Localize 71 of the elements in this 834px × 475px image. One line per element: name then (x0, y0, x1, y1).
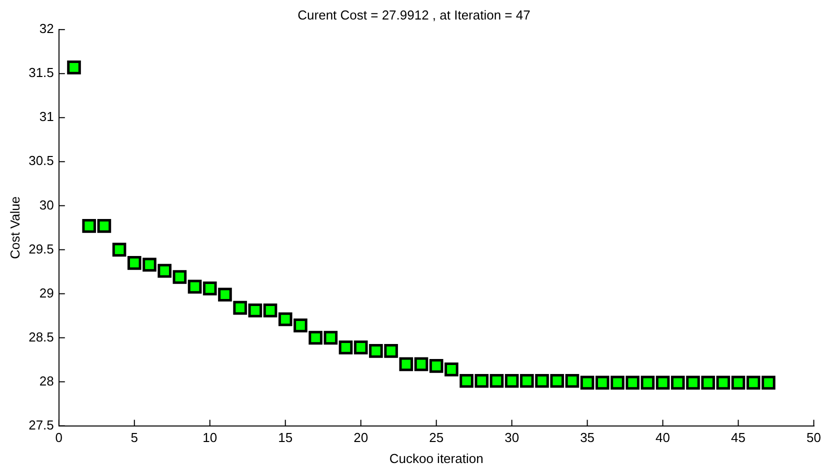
point (746, 376, 760, 390)
x-tick-label: 25 (429, 430, 444, 446)
point (263, 304, 278, 318)
point (580, 376, 594, 390)
point (716, 376, 730, 390)
y-tick-label: 30 (39, 197, 54, 212)
y-axis-title: Cost Value (7, 196, 22, 260)
point (444, 362, 458, 376)
y-tick-label: 30.5 (28, 153, 54, 168)
y-tick-label: 31 (39, 109, 54, 124)
y-tick-label: 29.5 (28, 241, 54, 256)
x-tick-label: 0 (55, 430, 63, 446)
point (610, 376, 624, 390)
point (504, 374, 519, 388)
point (701, 376, 715, 390)
point (384, 344, 398, 358)
y-tick-label: 31.5 (28, 65, 54, 80)
y-tick-label: 29 (39, 285, 54, 300)
point (474, 374, 489, 388)
point (656, 376, 670, 390)
point (202, 282, 217, 296)
point (142, 258, 156, 272)
x-axis-title: Cuckoo iteration (389, 450, 484, 466)
x-tick-label: 40 (656, 430, 670, 446)
point (414, 357, 428, 372)
y-tick-label: 28 (39, 373, 54, 388)
x-tick-label: 50 (806, 430, 822, 446)
point (324, 330, 338, 345)
x-tick-label: 45 (731, 430, 746, 446)
y-tick-label: 32 (39, 21, 54, 36)
x-tick-label: 35 (580, 430, 595, 446)
point (158, 264, 172, 278)
point (399, 357, 414, 372)
point (218, 288, 232, 302)
point (67, 60, 81, 74)
y-tick-label: 28.5 (28, 329, 54, 344)
point (248, 304, 262, 318)
point (429, 359, 444, 373)
point (490, 374, 504, 388)
point (172, 270, 187, 284)
y-tick-label: 27.5 (28, 417, 54, 432)
x-tick-label: 5 (130, 430, 138, 446)
x-tick-label: 10 (202, 430, 218, 446)
point (188, 280, 202, 294)
point (112, 242, 126, 257)
point (626, 376, 640, 390)
point (278, 312, 292, 326)
point (550, 374, 564, 388)
point (97, 219, 112, 233)
point (369, 344, 383, 358)
point (460, 374, 474, 388)
point (686, 376, 700, 390)
x-tick-label: 15 (278, 430, 293, 446)
x-tick-label: 20 (354, 430, 368, 446)
x-tick-label: 30 (504, 430, 520, 446)
point (127, 256, 142, 270)
point (670, 376, 685, 390)
point (565, 374, 580, 388)
point (294, 318, 308, 332)
point (233, 300, 247, 315)
point (338, 340, 353, 354)
point (308, 330, 322, 345)
point (520, 374, 534, 388)
point (640, 376, 655, 390)
point (731, 376, 746, 390)
chart-title: Curent Cost = 27.9912 , at Iteration = 47 (298, 7, 530, 22)
point (596, 376, 610, 390)
point (535, 374, 549, 388)
point (82, 219, 96, 233)
point (354, 340, 368, 354)
point (762, 376, 776, 390)
